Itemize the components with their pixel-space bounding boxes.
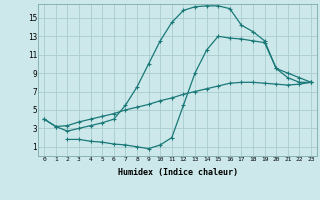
X-axis label: Humidex (Indice chaleur): Humidex (Indice chaleur) <box>118 168 238 177</box>
